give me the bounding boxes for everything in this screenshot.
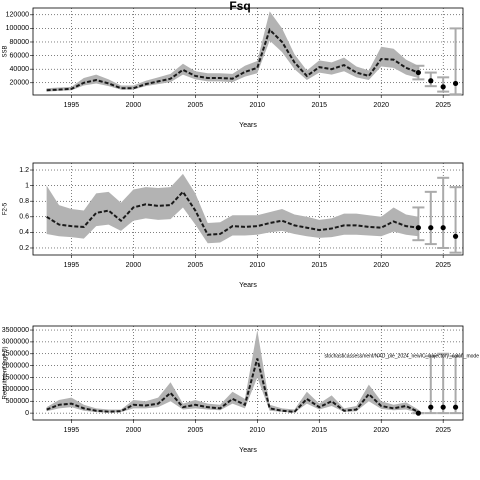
x-tick-label: 2000 bbox=[126, 262, 142, 269]
median-line bbox=[46, 190, 419, 236]
x-tick-label: 2010 bbox=[250, 102, 266, 109]
x-tick-label: 2020 bbox=[373, 262, 389, 269]
x-axis-label: Years bbox=[239, 282, 257, 289]
x-tick-label: 2015 bbox=[311, 102, 327, 109]
x-tick-label: 2005 bbox=[188, 102, 204, 109]
projection-point bbox=[415, 410, 421, 416]
x-tick-label: 2015 bbox=[311, 262, 327, 269]
y-tick-label: 1.2 bbox=[19, 167, 29, 174]
projection-point bbox=[415, 69, 421, 76]
y-tick-label: 0.2 bbox=[19, 245, 29, 252]
x-tick-label: 2000 bbox=[126, 102, 142, 109]
y-tick-label: 80000 bbox=[10, 39, 30, 46]
x-tick-label: 2025 bbox=[435, 102, 451, 109]
projection-point bbox=[440, 225, 446, 231]
y-tick-label: 0.6 bbox=[19, 214, 29, 221]
plot-frame bbox=[32, 325, 464, 421]
plot-frame bbox=[32, 162, 464, 256]
y-axis-label: Recruitment (age 0) bbox=[3, 346, 9, 399]
chart-title: Fsq bbox=[229, 0, 250, 13]
projection-point bbox=[452, 233, 459, 239]
x-tick-label: 2020 bbox=[373, 102, 389, 109]
y-tick-label: 0.8 bbox=[19, 198, 29, 205]
y-tick-label: 120000 bbox=[6, 12, 29, 19]
y-axis-label: F2-5 bbox=[3, 202, 9, 215]
x-tick-label: 2010 bbox=[250, 262, 266, 269]
confidence-band bbox=[46, 173, 419, 244]
y-tick-label: 40000 bbox=[10, 66, 30, 73]
x-tick-label: 2005 bbox=[188, 262, 204, 269]
y-tick-label: 3500000 bbox=[2, 327, 29, 334]
projection-point bbox=[452, 80, 459, 87]
y-tick-label: 60000 bbox=[10, 52, 30, 59]
x-tick-label: 2015 bbox=[311, 427, 327, 434]
x-tick-label: 2000 bbox=[126, 427, 142, 434]
x-tick-label: 1995 bbox=[64, 427, 80, 434]
y-tick-label: 1500000 bbox=[2, 374, 29, 381]
y-tick-label: 2500000 bbox=[2, 351, 29, 358]
x-tick-label: 2025 bbox=[435, 427, 451, 434]
projection-point bbox=[428, 404, 434, 410]
x-tick-label: 2020 bbox=[373, 427, 389, 434]
y-tick-label: 100000 bbox=[6, 25, 29, 32]
projection-point bbox=[415, 225, 421, 231]
y-tick-label: 20000 bbox=[10, 80, 30, 87]
median-line bbox=[46, 358, 419, 413]
y-tick-label: 1000000 bbox=[2, 386, 29, 393]
projection-point bbox=[428, 225, 434, 231]
y-tick-label: 0 bbox=[25, 410, 29, 417]
y-tick-label: 0.4 bbox=[19, 229, 29, 236]
confidence-band bbox=[46, 11, 419, 92]
y-tick-label: 1 bbox=[25, 182, 29, 189]
x-axis-label: Years bbox=[239, 447, 257, 454]
x-tick-label: 2010 bbox=[250, 427, 266, 434]
x-tick-label: 1995 bbox=[64, 102, 80, 109]
x-tick-label: 1995 bbox=[64, 262, 80, 269]
projection-point bbox=[440, 404, 446, 410]
projection-point bbox=[452, 404, 459, 410]
y-tick-label: 3000000 bbox=[2, 339, 29, 346]
y-axis-label: SSB bbox=[3, 45, 9, 57]
x-tick-label: 2005 bbox=[188, 427, 204, 434]
median-line bbox=[46, 27, 419, 92]
projection-point bbox=[440, 84, 446, 90]
confidence-band bbox=[46, 330, 419, 413]
plot-frame bbox=[32, 7, 464, 96]
x-tick-label: 2025 bbox=[435, 262, 451, 269]
annotation: stochasticassessment/NAD_ple_2024_newIC_… bbox=[324, 353, 479, 359]
y-tick-label: 500000 bbox=[6, 398, 29, 405]
projection-point bbox=[428, 78, 434, 84]
x-axis-label: Years bbox=[239, 122, 257, 129]
y-tick-label: 2000000 bbox=[2, 362, 29, 369]
